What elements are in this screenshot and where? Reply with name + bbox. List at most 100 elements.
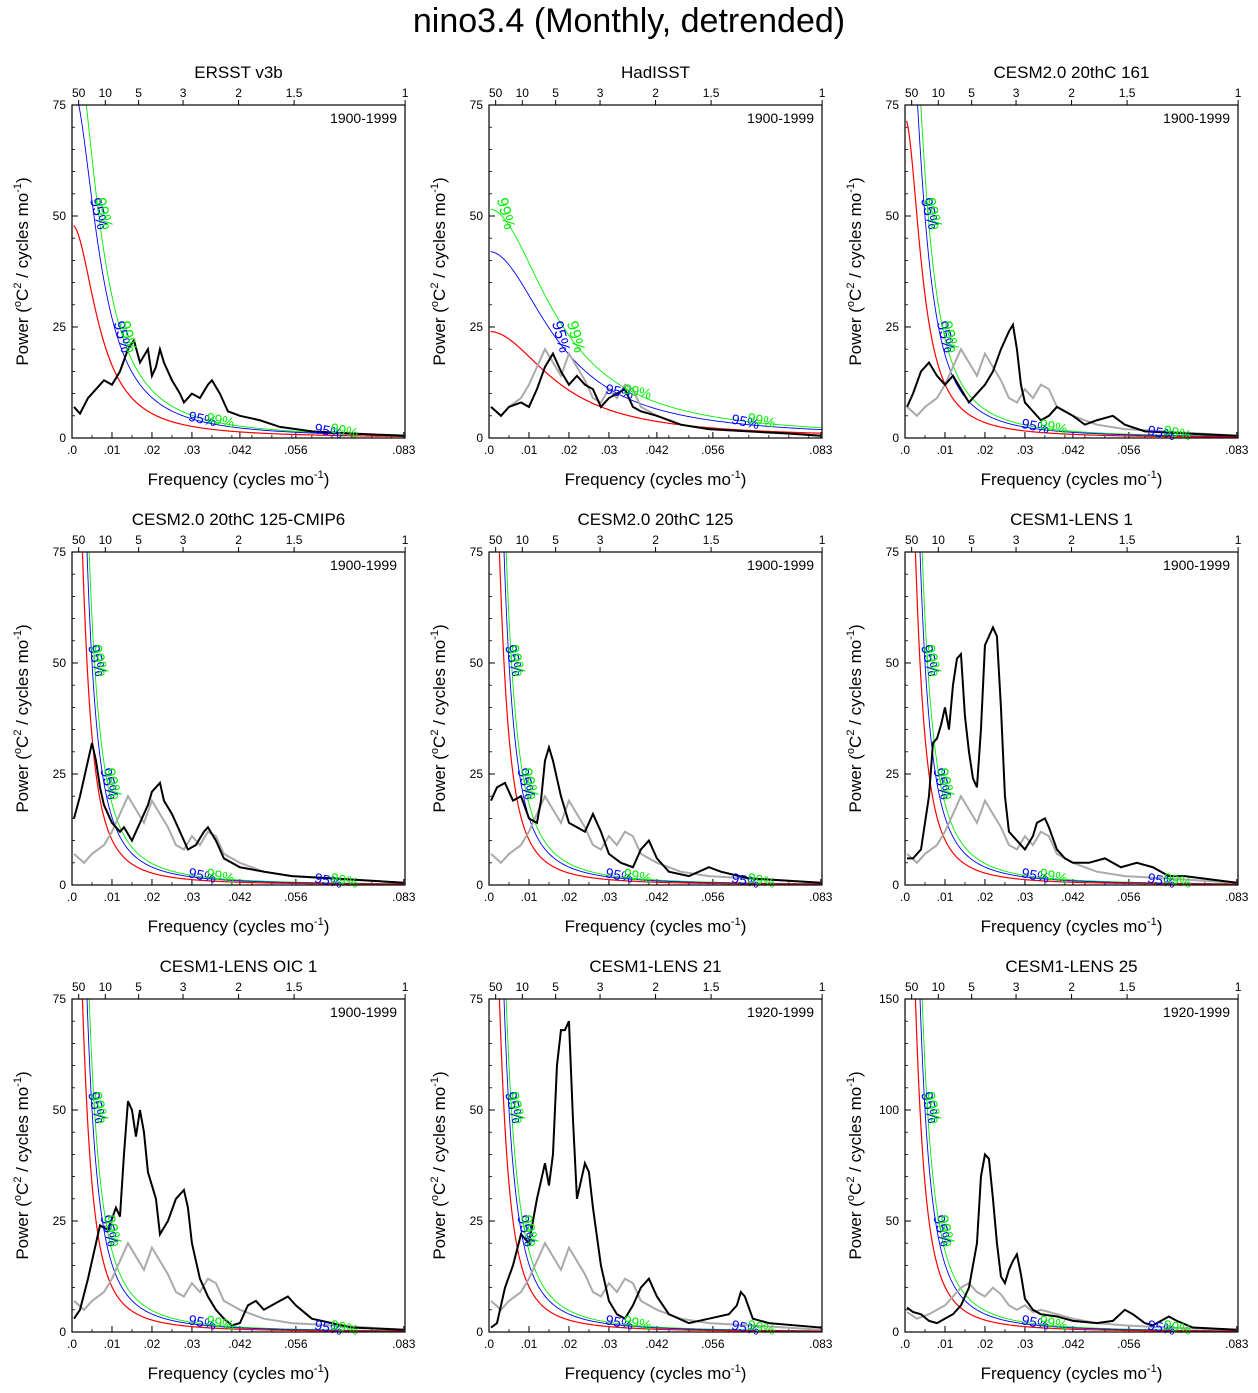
top-tick-label: 50	[905, 980, 919, 994]
curves	[906, 105, 1238, 438]
conf99-label: 99%	[86, 643, 111, 678]
x-tick-label: .056	[284, 1337, 308, 1351]
top-tick-label: 3	[1013, 533, 1020, 547]
chart-panel-3: CESM2.0 20thC 161 50 10 5 3 2 1.5 1 .0 .01 .02 .03.…	[845, 63, 1249, 489]
x-tick-label: .083	[809, 1337, 833, 1351]
top-tick-label: 3	[1013, 980, 1020, 994]
x-tick-label: .0	[484, 1337, 494, 1351]
top-tick-label: 1	[1235, 980, 1242, 994]
y-axis-label: Power (oC2 / cycles mo-1)	[845, 624, 865, 812]
curves	[73, 105, 405, 438]
top-tick-label: 5	[968, 86, 975, 100]
spectrum-curve	[906, 321, 1237, 437]
top-tick-label: 1	[402, 980, 409, 994]
x-tick-label: .03	[601, 443, 618, 457]
top-tick-label: 10	[99, 86, 113, 100]
spectrum-curve	[490, 351, 821, 437]
x-tick-label: .0	[67, 1337, 77, 1351]
y-tick-label: 25	[470, 320, 484, 334]
reference-spectrum	[490, 794, 821, 884]
top-tick-label: 2	[652, 533, 659, 547]
top-tick-label: 10	[932, 533, 946, 547]
x-tick-label: .01	[104, 890, 121, 904]
conf95-label: 95%	[313, 870, 344, 891]
x-tick-label: .056	[284, 890, 308, 904]
top-tick-label: 5	[968, 980, 975, 994]
conf99-curve	[88, 552, 405, 885]
plot-frame	[904, 104, 1239, 439]
conf95-label: 95%	[313, 1317, 344, 1338]
top-tick-label: 3	[180, 533, 187, 547]
x-tick-label: .03	[601, 890, 618, 904]
plot-frame	[904, 551, 1239, 886]
conf99-label: 99%	[493, 196, 518, 231]
conf99-label: 99%	[746, 409, 777, 430]
x-tick-label: .01	[521, 443, 538, 457]
top-tick-label: 5	[135, 980, 142, 994]
conf95-curve	[78, 105, 405, 436]
conf99-label: 99%	[622, 380, 653, 401]
period-label: 1900-1999	[330, 557, 397, 573]
conf95-label: 95%	[187, 864, 218, 885]
x-axis-label: Frequency (cycles mo-1)	[565, 469, 747, 489]
y-tick-label: 0	[476, 431, 483, 445]
panel-title: CESM1-LENS OIC 1	[160, 957, 318, 976]
conf99-label: 99%	[919, 1090, 944, 1125]
x-tick-label: .02	[561, 1337, 578, 1351]
y-tick-label: 75	[886, 98, 900, 112]
curves	[906, 552, 1238, 885]
y-tick-label: 25	[470, 767, 484, 781]
chart-panel-9: CESM1-LENS 25 50 10 5 3 2 1.5 1 .0 .01 .02 .03 .042.…	[845, 957, 1249, 1383]
red-noise-curve	[498, 552, 822, 885]
period-label: 1920-1999	[1163, 1004, 1230, 1020]
y-tick-label: 75	[470, 992, 484, 1006]
top-tick-label: 1.5	[1119, 86, 1136, 100]
top-tick-label: 1.5	[286, 86, 303, 100]
y-tick-label: 0	[59, 878, 66, 892]
conf95-label: 95%	[730, 411, 761, 432]
x-tick-label: .056	[701, 443, 725, 457]
conf95-label: 95%	[1020, 415, 1051, 436]
top-tick-label: 1	[402, 533, 409, 547]
period-label: 1900-1999	[330, 110, 397, 126]
x-tick-label: .042	[1061, 443, 1085, 457]
x-tick-label: .02	[144, 1337, 161, 1351]
x-tick-label: .03	[601, 1337, 618, 1351]
panel-title: ERSST v3b	[194, 63, 283, 82]
y-tick-label: 75	[53, 545, 67, 559]
conf95-curve	[503, 552, 822, 885]
x-tick-label: .03	[1017, 443, 1034, 457]
reference-spectrum	[73, 794, 404, 884]
conf99-label: 99%	[1038, 865, 1069, 886]
top-tick-label: 50	[72, 86, 86, 100]
red-noise-curve	[914, 999, 1238, 1332]
top-tick-label: 1.5	[703, 980, 720, 994]
x-tick-label: .02	[144, 443, 161, 457]
conf99-label: 99%	[329, 420, 360, 441]
top-tick-label: 2	[652, 980, 659, 994]
x-axis-label: Frequency (cycles mo-1)	[981, 469, 1163, 489]
y-tick-label: 25	[53, 767, 67, 781]
top-tick-label: 5	[135, 86, 142, 100]
x-axis-label: Frequency (cycles mo-1)	[148, 916, 330, 936]
x-tick-label: .083	[1225, 443, 1249, 457]
x-tick-label: .01	[104, 443, 121, 457]
top-tick-label: 1.5	[1119, 980, 1136, 994]
top-tick-label: 1	[402, 86, 409, 100]
top-tick-label: 50	[905, 533, 919, 547]
top-tick-label: 1.5	[703, 533, 720, 547]
reference-spectrum	[73, 1241, 404, 1331]
y-tick-label: 50	[886, 209, 900, 223]
y-axis-label: Power (oC2 / cycles mo-1)	[12, 177, 32, 365]
spectrum-curve	[490, 1020, 821, 1329]
plot-frame	[71, 104, 406, 439]
top-tick-label: 50	[489, 980, 503, 994]
x-tick-label: .03	[184, 443, 201, 457]
spectrum-curve	[907, 625, 1237, 884]
top-tick-label: 2	[652, 86, 659, 100]
x-tick-label: .01	[937, 1337, 954, 1351]
panel-title: HadISST	[621, 63, 690, 82]
top-tick-label: 50	[489, 86, 503, 100]
y-tick-label: 50	[53, 209, 67, 223]
conf99-label: 99%	[1038, 1312, 1069, 1333]
